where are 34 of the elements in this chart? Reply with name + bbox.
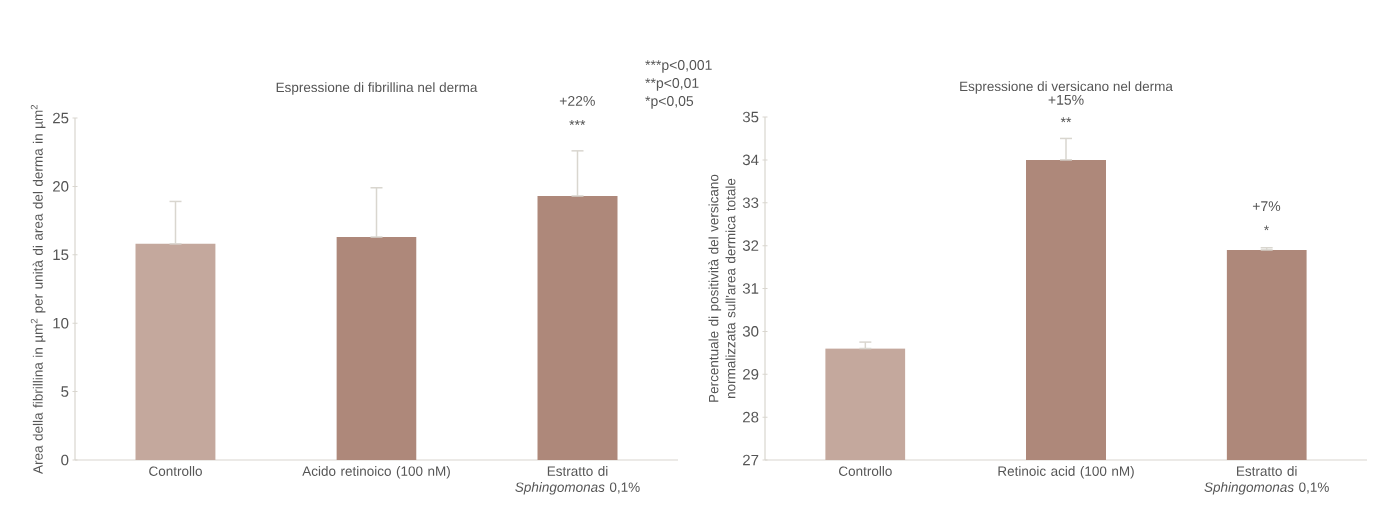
y-tick-label: 32 — [742, 240, 759, 251]
annotation: ** — [1060, 117, 1072, 123]
y-tick-label: 25 — [53, 112, 69, 124]
text: +15% — [1048, 94, 1084, 105]
text: +22% — [559, 95, 595, 106]
y-tick-label: 30 — [742, 326, 759, 337]
y-tick-label: 20 — [53, 181, 69, 192]
x-tick-label: Controllo — [839, 466, 892, 476]
x-tick-label: Estratto di Sphingomonas 0,1% — [1204, 466, 1329, 495]
y-tick-label: 35 — [742, 111, 759, 123]
x-tick-label: Controllo — [149, 466, 202, 476]
annotation: * — [1263, 225, 1269, 231]
y-tick-label: 29 — [743, 368, 759, 380]
chart-title: Espressione di versicano nel derma — [960, 81, 1173, 94]
y-axis-title: Area della fibrillina in µm$^{2}$ per unità di area del derma in µm$^{2}$ — [30, 104, 46, 474]
y-axis-title: Percentuale di positività del versicano normalizzata sull'area dermica totale — [708, 174, 736, 402]
annotation: *** — [569, 120, 586, 125]
y-tick-label: 5 — [61, 386, 69, 397]
x-tick-label: Acido retinoico (100 nM) — [302, 466, 450, 479]
y-tick-label: 0 — [61, 454, 69, 466]
text: ***p<0,001 — [645, 60, 712, 73]
y-tick-label: 27 — [743, 454, 759, 466]
annotation: +7% — [1252, 201, 1281, 212]
y-tick-label: 31 — [742, 283, 759, 294]
y-tick-label: 15 — [53, 249, 69, 261]
text: *p<0,05 — [645, 96, 694, 109]
y-tick-label: 10 — [53, 317, 69, 329]
chart-title: Espressione di fibrillina nel derma — [276, 82, 478, 95]
y-tick-label: 28 — [743, 411, 759, 423]
x-tick-label: Estratto di Sphingomonas 0,1% — [515, 466, 640, 495]
x-tick-label: Retinoic acid (100 nM) — [998, 466, 1134, 479]
text: **p<0,01 — [645, 78, 699, 91]
y-tick-label: 34 — [742, 154, 759, 166]
y-tick-label: 33 — [742, 197, 759, 209]
